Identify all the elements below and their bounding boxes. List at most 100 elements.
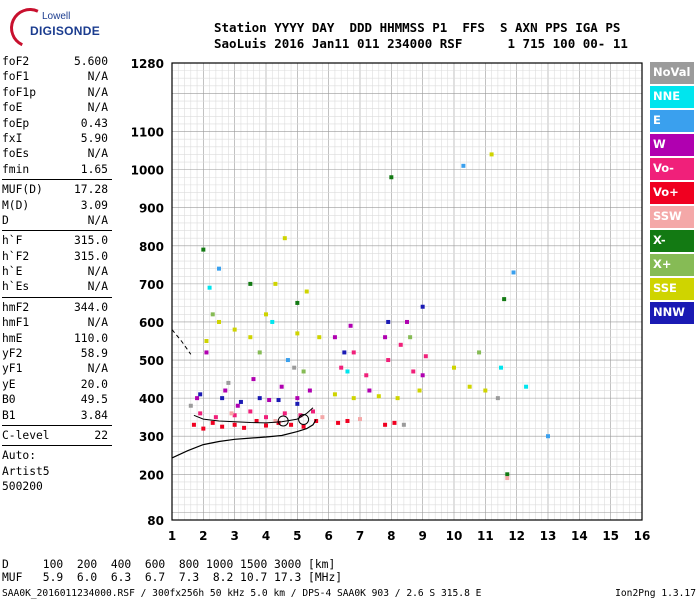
param-row: D N/A: [2, 214, 114, 229]
param-separator: [2, 230, 112, 234]
data-point: [332, 335, 337, 340]
x-tick-label: 14: [571, 529, 588, 543]
data-point: [461, 163, 466, 168]
param-key: 500200: [2, 480, 43, 494]
legend-item: SSE: [650, 278, 694, 300]
data-point: [499, 365, 503, 370]
param-separator: [2, 424, 112, 429]
data-point: [342, 350, 347, 355]
data-point: [408, 335, 413, 340]
data-point: [420, 373, 425, 378]
param-key: fxI: [2, 131, 23, 145]
param-key: hmE: [2, 331, 23, 345]
data-point: [511, 270, 516, 275]
data-point: [314, 418, 319, 423]
data-point: [282, 411, 287, 416]
y-tick-label: 500: [139, 354, 164, 368]
x-tick-label: 13: [540, 529, 557, 543]
y-tick-label: 900: [139, 202, 164, 216]
x-tick-label: 15: [602, 529, 619, 543]
polarization-legend: NoVal NNE E W Vo- Vo+ SSW X- X+ SSE NNW: [650, 62, 694, 326]
data-point: [289, 422, 294, 427]
param-key: foE: [2, 101, 23, 115]
x-tick-label: 5: [293, 529, 301, 543]
data-point: [420, 304, 425, 309]
param-key: C-level: [2, 428, 50, 442]
y-tick-label: 1100: [131, 126, 164, 140]
param-row: h`Es N/A: [2, 280, 114, 295]
y-tick-label: 80: [147, 514, 164, 528]
data-point: [207, 285, 212, 290]
data-point: [411, 369, 416, 374]
y-tick-label: 1000: [131, 164, 164, 178]
data-point: [229, 411, 234, 416]
data-point: [285, 358, 290, 363]
param-separator: [2, 179, 112, 183]
param-key: B0: [2, 393, 16, 407]
param-row: h`F 315.0: [2, 234, 114, 249]
x-tick-label: 6: [324, 529, 332, 543]
param-value: 58.9: [80, 347, 108, 361]
plot-border: [171, 62, 643, 521]
y-tick-label: 300: [139, 430, 164, 444]
parameter-panel: foF2 5.600 foF1 N/A foF1p N/A foE N/A foEp 0.43 fx…: [2, 55, 114, 496]
param-row: h`F2 315.0: [2, 250, 114, 265]
legend-item: Vo-: [650, 158, 694, 180]
param-value: 1.65: [80, 162, 108, 176]
data-point: [311, 409, 315, 414]
data-point: [254, 418, 259, 423]
y-tick-label: 700: [139, 278, 164, 292]
legend-item: NNW: [650, 302, 694, 324]
param-value: N/A: [87, 362, 108, 376]
profile-curve: [171, 419, 317, 459]
param-key: foEs: [2, 147, 30, 161]
data-point: [201, 426, 206, 431]
x-tick-label: 7: [356, 529, 364, 543]
x-tick-label: 11: [477, 529, 494, 543]
data-point: [257, 396, 262, 401]
software-version: Ion2Png 1.3.17: [615, 588, 696, 599]
data-point: [495, 396, 500, 401]
param-key: foEp: [2, 116, 30, 130]
data-point: [345, 418, 350, 423]
data-point: [220, 424, 225, 429]
data-point: [217, 319, 221, 324]
data-point: [467, 384, 472, 389]
data-point: [210, 420, 215, 425]
data-point: [276, 398, 281, 403]
legend-item: E: [650, 110, 694, 132]
param-row: hmE 110.0: [2, 332, 114, 347]
data-point: [232, 413, 237, 418]
data-point: [198, 392, 203, 397]
param-row: yF2 58.9: [2, 347, 114, 362]
param-key: hmF1: [2, 316, 30, 330]
header-line1: Station YYYY DAY DDD HHMMSS P1 FFS S AXN…: [214, 20, 621, 35]
data-point: [226, 380, 231, 385]
x-tick-label: 3: [230, 529, 238, 543]
data-point: [257, 350, 262, 355]
param-value: 49.5: [80, 393, 108, 407]
param-value: N/A: [87, 316, 108, 330]
param-value: 315.0: [73, 249, 108, 263]
data-point: [502, 297, 507, 302]
data-point: [270, 319, 275, 324]
data-point: [351, 396, 356, 401]
param-row: yE 20.0: [2, 378, 114, 393]
legend-item: SSW: [650, 206, 694, 228]
data-point: [367, 388, 372, 393]
param-value: N/A: [87, 101, 108, 115]
data-point: [317, 335, 322, 340]
data-point: [524, 384, 529, 389]
data-point: [292, 365, 297, 370]
data-point: [358, 417, 362, 422]
data-point: [238, 399, 243, 404]
data-point: [301, 424, 306, 429]
data-point: [204, 339, 209, 344]
y-tick-label: 800: [139, 240, 164, 254]
data-point: [201, 247, 206, 252]
data-point: [505, 476, 510, 481]
ionogram-chart: 1 2 3 4 5 6 7 8 9 10 11 12 13 14 15 1680200300400500600…: [131, 57, 650, 543]
data-point: [546, 434, 550, 439]
param-value: N/A: [87, 85, 108, 99]
data-point: [351, 350, 356, 355]
